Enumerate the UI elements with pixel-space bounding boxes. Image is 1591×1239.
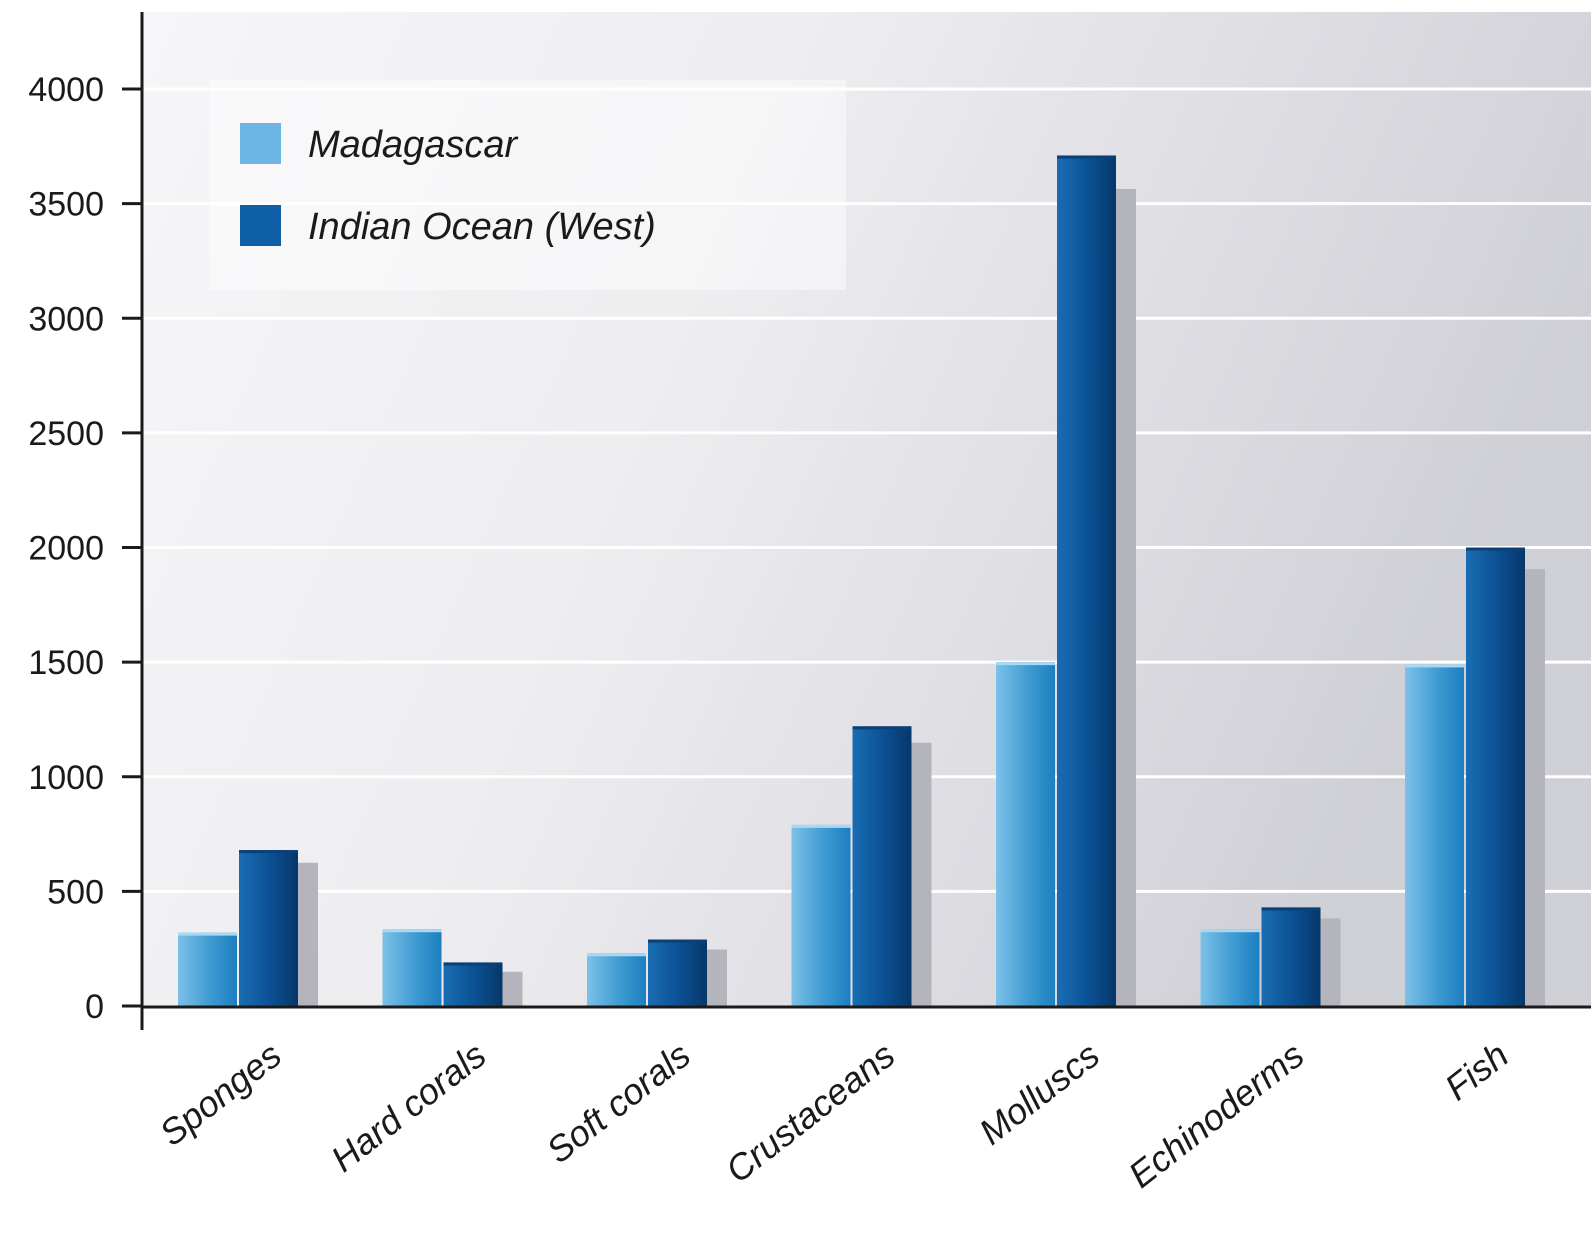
legend: Madagascar Indian Ocean (West) [210,80,846,290]
y-tick-label: 2500 [28,415,104,453]
bar-indian-ocean-west [443,962,503,1006]
legend-label: Madagascar [308,124,518,166]
bar-madagascar [587,953,646,1006]
bar-top-edge [1057,155,1116,159]
bar-indian-ocean-west [239,850,298,1006]
bar-madagascar [1200,929,1260,1006]
y-tick-label: 3500 [28,186,104,224]
y-tick-label: 500 [47,873,104,911]
bar-top-edge [382,929,442,933]
x-tick-label: Echinoderms [1121,1034,1312,1196]
bar-shadow [502,971,523,1006]
axes [122,12,1591,1030]
bar-shadow [911,742,932,1006]
bar-shadow [1320,918,1341,1006]
bar-indian-ocean-west [1466,547,1525,1006]
bar-top-edge [587,953,646,957]
bar-indian-ocean-west [648,939,707,1006]
legend-swatch [240,123,281,164]
bar-madagascar [996,662,1055,1006]
bar-indian-ocean-west [852,726,912,1006]
legend-swatch [240,205,281,246]
bar-top-edge [239,850,298,854]
y-tick-label: 4000 [28,71,104,109]
bar-top-edge [1466,547,1525,551]
bar-shadow [1525,569,1545,1006]
bar-madagascar [382,929,442,1006]
bars [178,155,1545,1007]
bar-madagascar [1405,664,1464,1006]
x-tick-label: Sponges [152,1034,289,1154]
y-tick-label: 1000 [28,759,104,797]
bar-top-edge [648,939,707,943]
y-tick-label: 0 [85,988,104,1026]
legend-label: Indian Ocean (West) [308,206,656,248]
y-tick-label: 3000 [28,300,104,338]
bar-indian-ocean-west [1261,907,1321,1006]
legend-box [210,80,846,290]
x-tick-label: Fish [1437,1034,1516,1108]
x-tick-label: Soft corals [539,1034,698,1171]
y-tick-label: 2000 [28,530,104,568]
x-tick-label: Crustaceans [718,1034,903,1191]
bar-top-edge [178,932,237,936]
bar-shadow [298,862,318,1006]
bar-top-edge [852,726,912,730]
x-tick-label: Hard corals [323,1034,493,1180]
bar-top-edge [1405,664,1464,668]
bar-madagascar [791,824,851,1006]
bar-top-edge [443,962,503,966]
bar-indian-ocean-west [1057,155,1116,1007]
bar-top-edge [1200,929,1260,933]
y-tick-label: 1500 [28,644,104,682]
bar-shadow [1116,188,1136,1006]
bar-top-edge [1261,907,1321,911]
bar-madagascar [178,932,237,1006]
bar-top-edge [791,824,851,828]
bar-shadow [707,949,727,1006]
bar-top-edge [996,662,1055,666]
x-tick-label: Molluscs [971,1034,1107,1153]
